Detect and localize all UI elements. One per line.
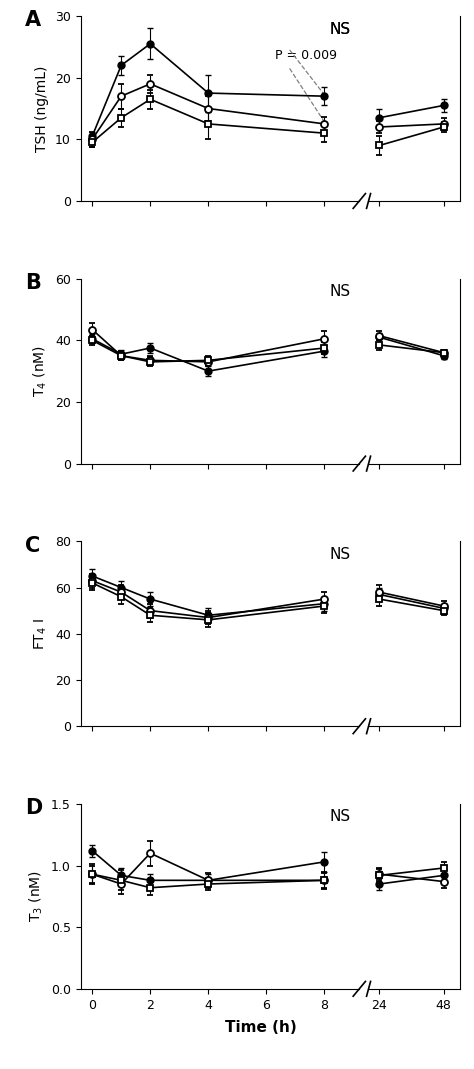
Text: C: C: [25, 536, 40, 556]
Text: Time (h): Time (h): [225, 1020, 297, 1035]
Y-axis label: FT$_4$ I: FT$_4$ I: [33, 618, 49, 650]
Text: NS: NS: [330, 21, 351, 36]
Text: P = 0.009: P = 0.009: [275, 49, 337, 62]
Text: NS: NS: [330, 21, 351, 36]
Text: D: D: [25, 799, 42, 819]
Y-axis label: T$_4$ (nM): T$_4$ (nM): [32, 345, 49, 397]
Y-axis label: TSH (ng/mL): TSH (ng/mL): [36, 65, 49, 152]
Y-axis label: T$_3$ (nM): T$_3$ (nM): [28, 870, 46, 923]
Text: B: B: [25, 273, 41, 293]
Text: NS: NS: [330, 547, 351, 562]
Text: NS: NS: [330, 809, 351, 824]
Text: NS: NS: [330, 284, 351, 299]
Text: A: A: [25, 11, 41, 31]
